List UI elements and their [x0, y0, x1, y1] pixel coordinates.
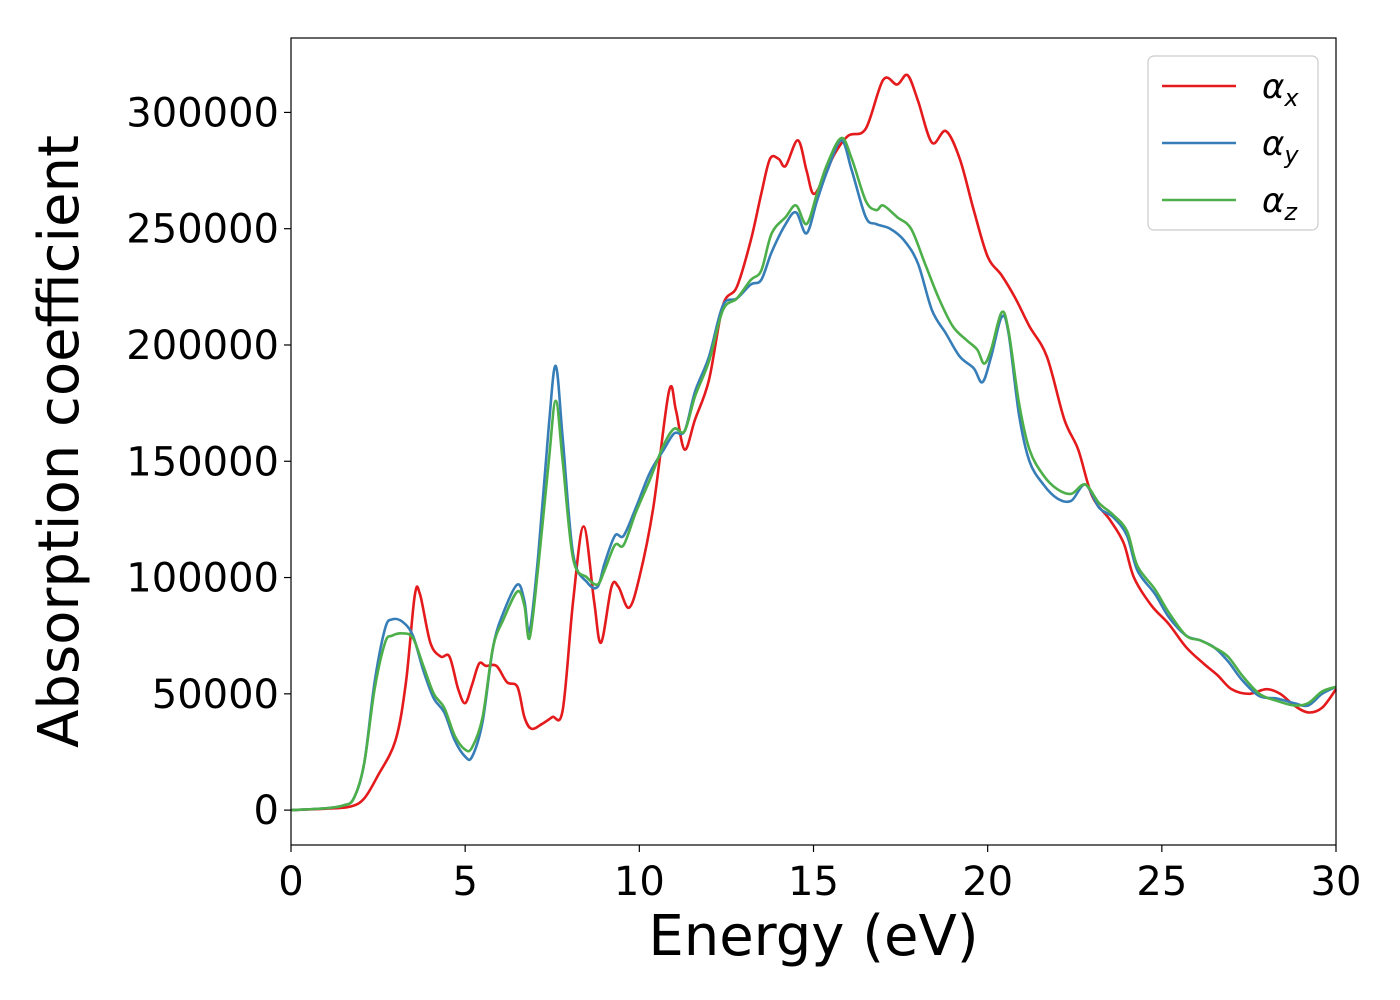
x-tick-label: 0	[278, 859, 303, 905]
legend-label-y: αy	[1262, 124, 1299, 169]
legend-label-z: αz	[1262, 181, 1298, 226]
y-axis: 0 50000 100000 150000 200000 250000 300000	[126, 90, 291, 834]
y-tick-label: 200000	[126, 323, 279, 369]
y-axis-label: Absorption coefficient	[27, 135, 92, 748]
series-line-y	[290, 139, 1337, 812]
y-tick-label: 250000	[126, 207, 279, 253]
x-axis-label: Energy (eV)	[648, 904, 978, 969]
series-line-z	[290, 136, 1337, 812]
x-tick-label: 20	[962, 859, 1013, 905]
x-tick-label: 15	[788, 859, 839, 905]
x-tick-label: 5	[452, 859, 477, 905]
y-tick-label: 50000	[152, 672, 279, 718]
x-tick-label: 10	[614, 859, 665, 905]
legend-label-x: αx	[1262, 67, 1299, 112]
y-tick-label: 300000	[126, 90, 279, 136]
series-layer	[290, 73, 1338, 812]
y-tick-label: 100000	[126, 556, 279, 602]
x-tick-label: 30	[1311, 859, 1362, 905]
series-line-x	[290, 73, 1338, 812]
legend: αx αy αz	[1147, 55, 1319, 231]
x-tick-label: 25	[1136, 859, 1187, 905]
y-tick-label: 150000	[126, 439, 279, 485]
y-tick-label: 0	[254, 788, 279, 834]
x-axis: 0 5 10 15 20 25 30	[278, 845, 1361, 905]
